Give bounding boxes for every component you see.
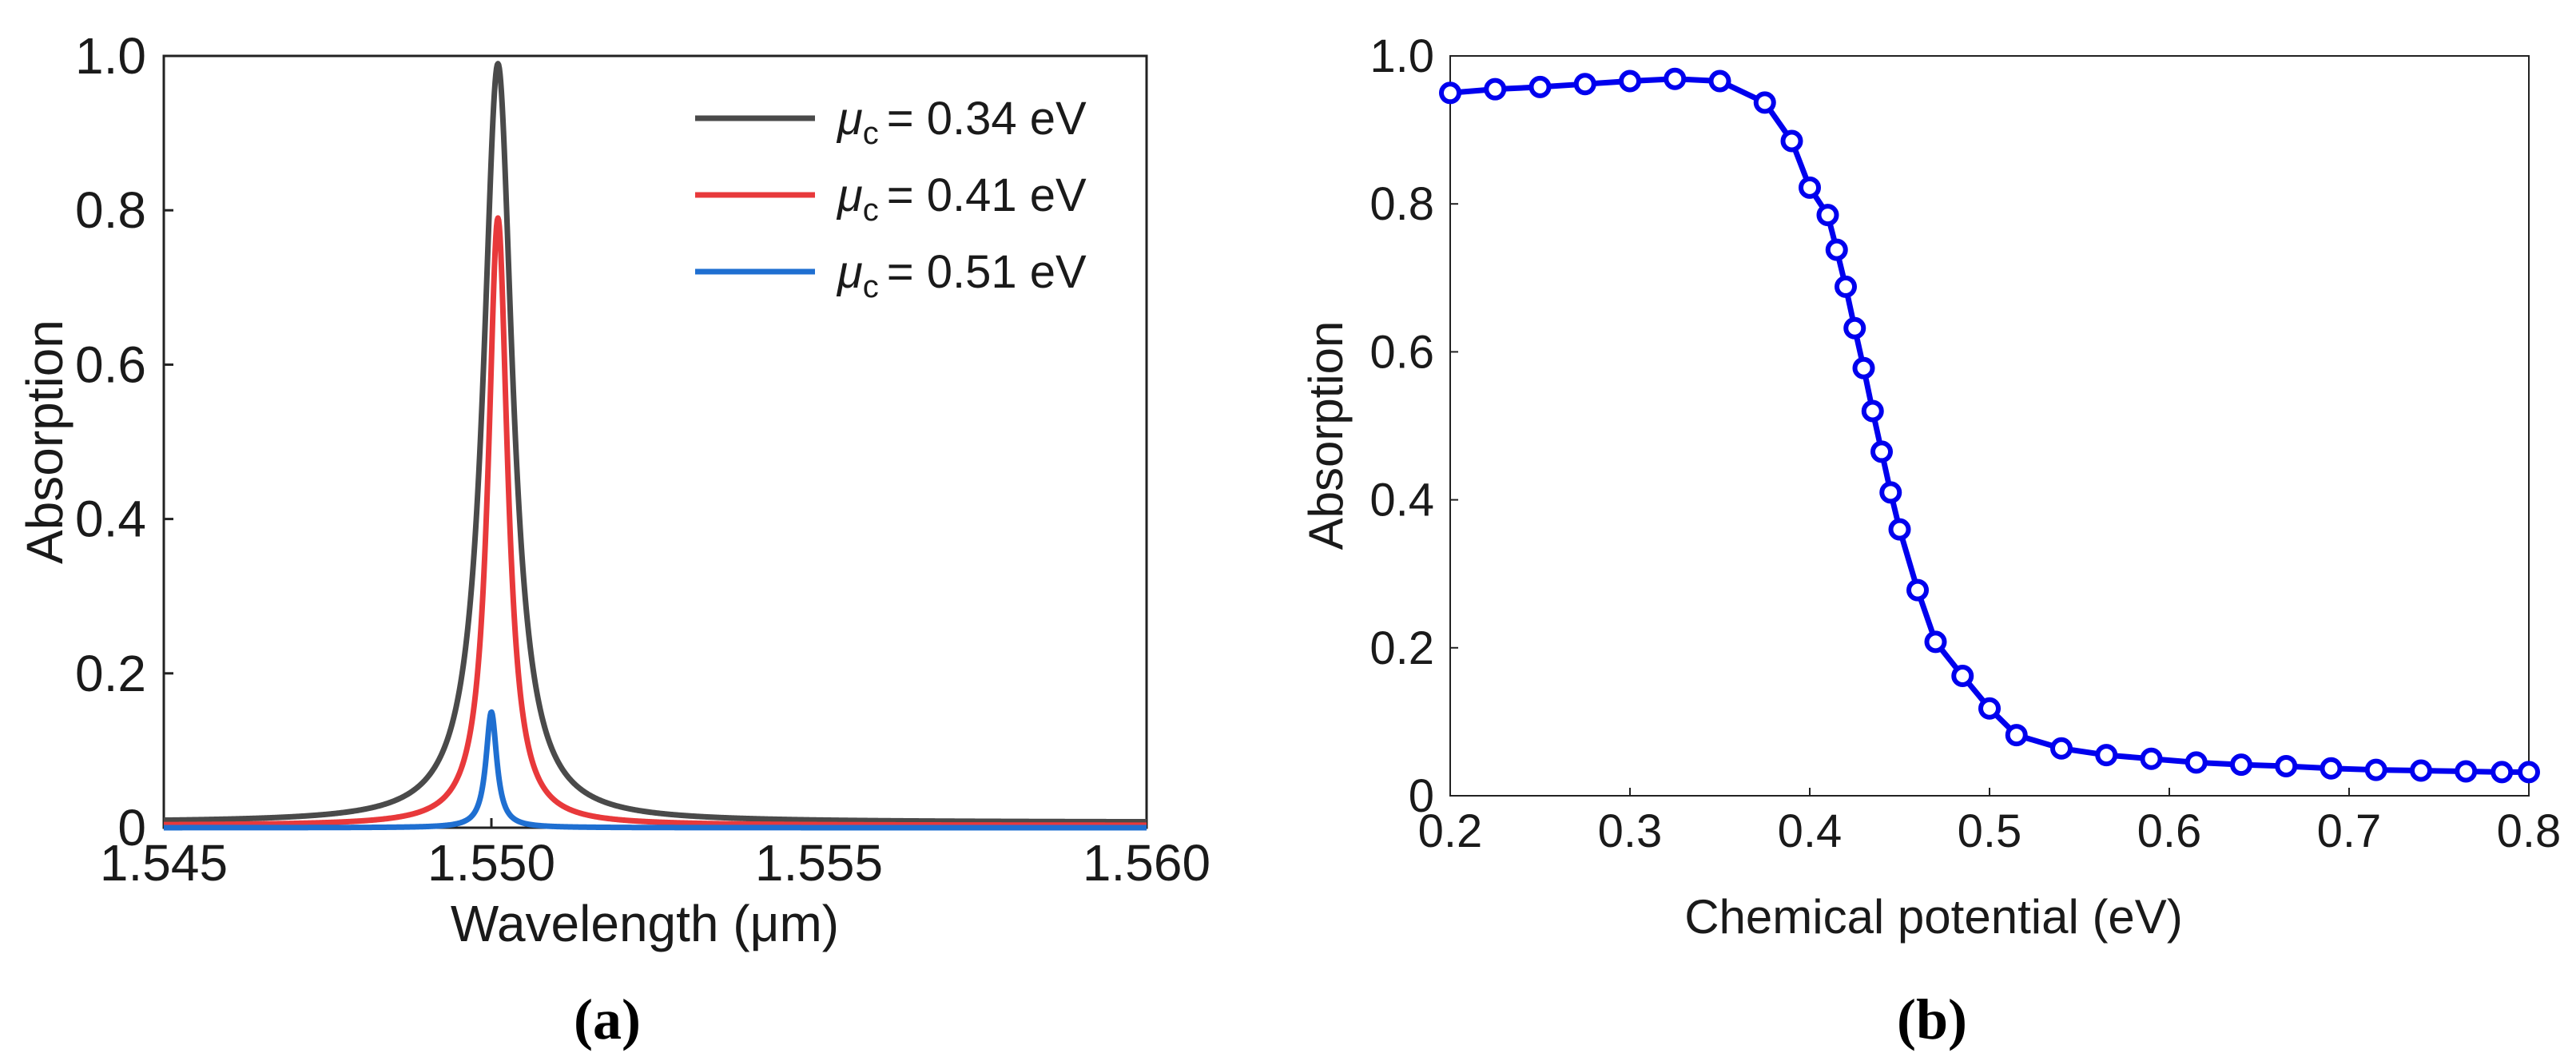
legend-mu-symbol: μ [836,169,863,221]
panel-a-legend-label-3: μc = 0.51 eV [836,246,1087,304]
panel-b-data-point [2095,744,2118,767]
panel-a-y-tick-label: 0.4 [75,491,146,548]
legend-subscript: c [863,269,879,304]
panel-b-data-point [1861,399,1884,423]
panel-b-data-point [2140,747,2163,770]
panel-b-chart: 0.2 0.3 0.4 0.5 0.6 0.7 0.800.20.40.60.81.0 Ch… [1299,30,2561,1051]
panel-b-data-point [1816,204,1839,227]
panel-b-x-tick-label: 0.3 [1598,805,1663,857]
panel-a-legend-label-1: μc = 0.34 eV [836,93,1087,151]
panel-b-data-point [2518,761,2540,784]
panel-a-series [161,61,1149,831]
legend-mu-symbol: μ [836,93,863,145]
panel-b-data-point [1753,91,1776,114]
panel-b-data-point [2184,751,2208,774]
panel-b-data-point [2320,757,2343,780]
panel-b-data-point [2491,761,2514,784]
panel-b-x-axis-label: Chemical potential (eV) [1684,890,2183,944]
panel-b-data-point [1529,75,1552,98]
panel-b-data-point [1852,356,1875,379]
panel-b-x-tick-label: 0.7 [2317,805,2382,857]
panel-a-y-axis-label: Absorption [16,320,74,564]
panel-b-data-point [1835,275,1857,298]
panel-a-ticks: 1.545 1.550 1.555 1.560 0 0.2 0.4 0.6 0.8 1.0 [75,27,1210,892]
panel-b-y-tick-label: 0 [1409,770,1434,822]
panel-a-y-tick-label: 0.6 [75,336,146,393]
panel-b-data-point [1439,81,1461,105]
panel-b-y-tick-label: 0.8 [1369,178,1434,230]
panel-b-data-point [1888,518,1911,541]
panel-b-x-tick-label: 0.6 [2137,805,2202,857]
panel-a-series-line-3 [161,709,1149,831]
panel-b-plot-frame [1449,55,2530,797]
panel-a-legend-label-2: μc = 0.41 eV [836,169,1087,228]
panel-b-data-point [1484,77,1507,101]
panel-b-ticks: 0.2 0.3 0.4 0.5 0.6 0.7 0.800.20.40.60.81.0 [1369,30,2561,857]
panel-b-data-point [2455,760,2478,783]
panel-b-x-tick-label: 0.5 [1958,805,2022,857]
panel-b-data-point [1573,73,1596,96]
panel-a-x-tick-label: 1.545 [100,834,228,892]
panel-b-series [1439,67,2540,784]
panel-b-y-tick-label: 0.6 [1369,326,1434,378]
panel-a-label: (a) [574,987,641,1051]
panel-b-y-tick-label: 0.2 [1369,622,1434,674]
panel-b-data-point [1879,481,1902,504]
panel-b-data-point [2275,754,2298,777]
panel-b-data-point [2364,758,2387,781]
panel-a-x-tick-label: 1.550 [427,834,555,892]
panel-a-y-tick-label: 0.8 [75,181,146,239]
legend-subscript: c [863,116,879,151]
panel-b-data-point [2050,737,2073,760]
panel-a-x-tick-label: 1.560 [1083,834,1210,892]
panel-a-y-tick-label: 1.0 [75,27,146,85]
panel-b-x-tick-label: 0.2 [1418,805,1483,857]
panel-a-y-tick-label: 0 [117,799,146,856]
panel-b-series-line [1449,76,2529,775]
panel-a-series-line-2 [161,215,1149,829]
panel-b-data-point [1951,664,1974,687]
panel-b-data-point [2230,753,2252,777]
panel-b-y-tick-label: 1.0 [1369,30,1434,82]
legend-mu-symbol: μ [836,246,863,298]
panel-b-label: (b) [1897,987,1967,1051]
panel-b-data-point [1664,67,1687,90]
panel-b-data-point [1708,70,1731,93]
panel-a-x-axis-label: Wavelength (μm) [451,895,839,952]
panel-b-data-point [1924,630,1947,654]
panel-b-data-point [1619,70,1641,93]
panel-a-x-tick-label: 1.555 [755,834,883,892]
panel-b-y-tick-label: 0.4 [1369,475,1434,527]
panel-b-x-tick-label: 0.8 [2497,805,2562,857]
legend-subscript: c [863,193,879,228]
legend-value: = 0.41 eV [887,169,1087,221]
panel-b-data-point [1843,316,1866,340]
panel-a-y-tick-label: 0.2 [75,645,146,702]
legend-value: = 0.34 eV [887,93,1087,145]
panel-b-data-point [1799,176,1821,199]
panel-a-series-line-1 [161,61,1149,825]
panel-b-y-axis-label: Absorption [1299,321,1353,550]
panel-b-data-point [1825,238,1848,261]
panel-b-data-point [1780,129,1803,153]
panel-b-data-point [1870,440,1893,463]
legend-value: = 0.51 eV [887,246,1087,298]
panel-b-data-point [2005,724,2028,747]
panel-b-x-tick-label: 0.4 [1778,805,1843,857]
panel-b-data-point [2410,759,2432,782]
panel-b-data-point [1906,578,1929,602]
panel-b-data-point [1978,697,2001,720]
